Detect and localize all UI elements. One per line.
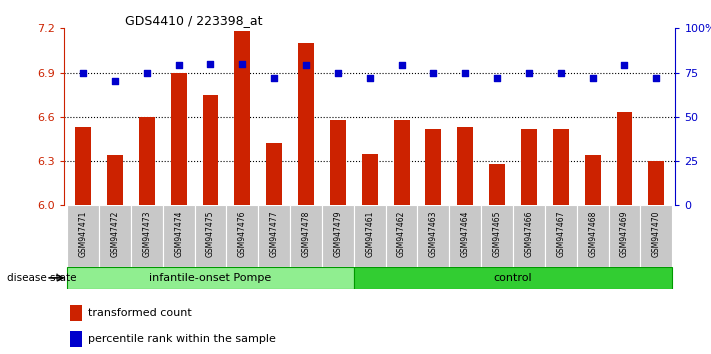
Point: [141, 70, 152, 75]
Text: GSM947471: GSM947471: [79, 210, 87, 257]
Bar: [641, 205, 673, 267]
Text: GSM947479: GSM947479: [333, 210, 343, 257]
Bar: [425, 129, 442, 205]
Bar: [75, 127, 91, 205]
Bar: [354, 267, 673, 289]
Bar: [553, 129, 569, 205]
Bar: [394, 120, 410, 205]
Text: GDS4410 / 223398_at: GDS4410 / 223398_at: [125, 14, 262, 27]
Bar: [330, 120, 346, 205]
Point: [428, 70, 439, 75]
Point: [555, 70, 567, 75]
Text: disease state: disease state: [7, 273, 77, 283]
Bar: [107, 155, 123, 205]
Bar: [171, 73, 186, 205]
Text: GSM947464: GSM947464: [461, 210, 470, 257]
Bar: [521, 129, 537, 205]
Bar: [354, 205, 385, 267]
Bar: [513, 205, 545, 267]
Bar: [258, 205, 290, 267]
Point: [364, 75, 375, 81]
Text: GSM947478: GSM947478: [301, 210, 311, 257]
Point: [205, 61, 216, 67]
Point: [332, 70, 343, 75]
Bar: [226, 205, 258, 267]
Bar: [616, 113, 633, 205]
Bar: [545, 205, 577, 267]
Point: [587, 75, 599, 81]
Text: GSM947461: GSM947461: [365, 210, 374, 257]
Point: [491, 75, 503, 81]
Text: percentile rank within the sample: percentile rank within the sample: [88, 334, 277, 344]
Point: [523, 70, 535, 75]
Point: [237, 61, 248, 67]
Point: [396, 63, 407, 68]
Bar: [290, 205, 322, 267]
Point: [651, 75, 662, 81]
Bar: [139, 117, 155, 205]
Text: GSM947476: GSM947476: [238, 210, 247, 257]
Point: [77, 70, 89, 75]
Text: GSM947477: GSM947477: [269, 210, 279, 257]
Bar: [67, 267, 354, 289]
Point: [269, 75, 280, 81]
Point: [300, 63, 311, 68]
Bar: [298, 43, 314, 205]
Text: GSM947474: GSM947474: [174, 210, 183, 257]
Bar: [648, 161, 664, 205]
Text: control: control: [493, 273, 533, 283]
Point: [173, 63, 184, 68]
Bar: [584, 155, 601, 205]
Bar: [70, 305, 82, 321]
Bar: [163, 205, 195, 267]
Point: [109, 79, 121, 84]
Bar: [70, 331, 82, 347]
Text: transformed count: transformed count: [88, 308, 192, 318]
Bar: [203, 95, 218, 205]
Text: GSM947462: GSM947462: [397, 210, 406, 257]
Text: infantile-onset Pompe: infantile-onset Pompe: [149, 273, 272, 283]
Bar: [195, 205, 226, 267]
Bar: [362, 154, 378, 205]
Bar: [385, 205, 417, 267]
Bar: [481, 205, 513, 267]
Bar: [417, 205, 449, 267]
Bar: [449, 205, 481, 267]
Bar: [322, 205, 354, 267]
Text: GSM947470: GSM947470: [652, 210, 661, 257]
Point: [619, 63, 630, 68]
Text: GSM947475: GSM947475: [206, 210, 215, 257]
Text: GSM947465: GSM947465: [493, 210, 501, 257]
Bar: [131, 205, 163, 267]
Point: [459, 70, 471, 75]
Bar: [99, 205, 131, 267]
Text: GSM947472: GSM947472: [110, 210, 119, 257]
Text: GSM947467: GSM947467: [556, 210, 565, 257]
Text: GSM947473: GSM947473: [142, 210, 151, 257]
Text: GSM947466: GSM947466: [525, 210, 533, 257]
Bar: [266, 143, 282, 205]
Text: GSM947463: GSM947463: [429, 210, 438, 257]
Bar: [235, 31, 250, 205]
Bar: [609, 205, 641, 267]
Bar: [577, 205, 609, 267]
Bar: [489, 164, 505, 205]
Text: GSM947468: GSM947468: [588, 210, 597, 257]
Text: GSM947469: GSM947469: [620, 210, 629, 257]
Bar: [67, 205, 99, 267]
Bar: [457, 127, 474, 205]
